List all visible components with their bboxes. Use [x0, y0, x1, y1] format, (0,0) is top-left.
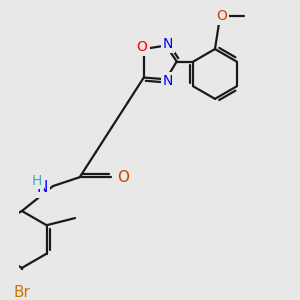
- Text: O: O: [117, 170, 129, 185]
- Text: N: N: [163, 37, 173, 51]
- Text: O: O: [216, 9, 226, 23]
- Text: O: O: [136, 40, 147, 54]
- Text: N: N: [163, 74, 173, 88]
- Text: Br: Br: [14, 285, 30, 300]
- Text: H: H: [32, 174, 42, 188]
- Text: N: N: [37, 180, 48, 195]
